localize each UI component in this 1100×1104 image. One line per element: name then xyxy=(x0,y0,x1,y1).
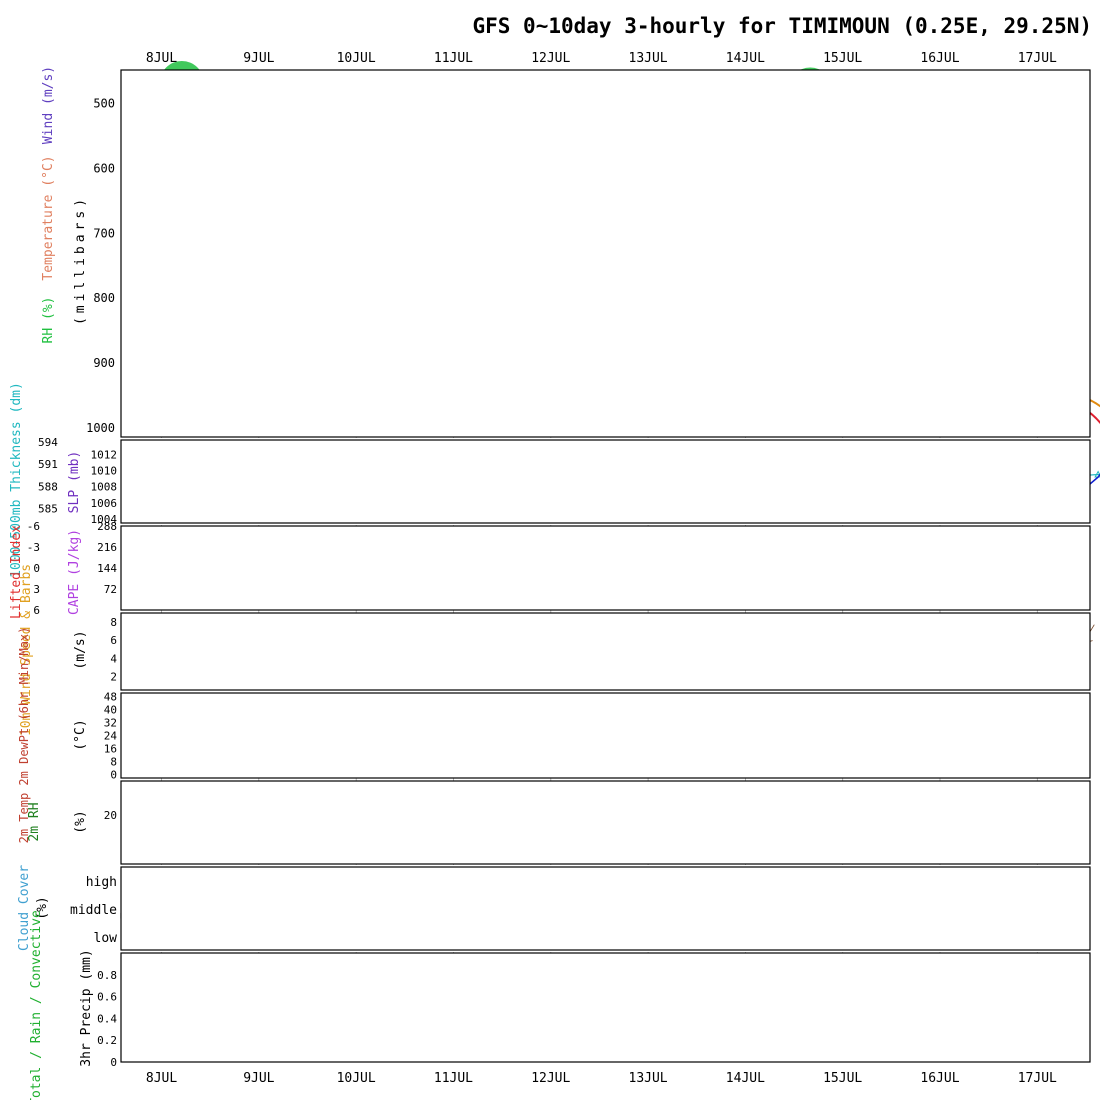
thickness-ytick: 585 xyxy=(38,502,58,515)
thickness-ytick: 588 xyxy=(38,480,58,493)
day-label-top: 17JUL xyxy=(1018,51,1057,66)
precip-ylabel-units: 3hr Precip (mm) xyxy=(79,949,94,1066)
day-label-top: 10JUL xyxy=(337,51,376,66)
day-label-bottom: 15JUL xyxy=(823,1071,862,1086)
day-label-bottom: 13JUL xyxy=(629,1071,668,1086)
day-label-top: 9JUL xyxy=(243,51,274,66)
chart-title: GFS 0~10day 3-hourly for TIMIMOUN (0.25E… xyxy=(472,14,1092,38)
ua-ytick: 500 xyxy=(93,96,115,110)
ua-ytick: 700 xyxy=(93,226,115,240)
panel-cloud-background xyxy=(121,867,1090,950)
cape-ytick: 144 xyxy=(97,562,117,575)
rh-ylabel-units: (%) xyxy=(73,810,88,833)
temp-ytick: 8 xyxy=(110,756,117,769)
temp-ylabel-units: (°C) xyxy=(73,719,88,750)
cape-ytick: 288 xyxy=(97,520,117,533)
precip-ytick: 0.2 xyxy=(97,1034,117,1047)
li-ytick: -3 xyxy=(27,541,40,554)
day-label-bottom: 17JUL xyxy=(1018,1071,1057,1086)
temp-ytick: 40 xyxy=(104,703,117,716)
day-label-bottom: 8JUL xyxy=(146,1071,177,1086)
slp-ytick: 1010 xyxy=(91,465,118,478)
temp-ytick: 32 xyxy=(104,716,117,729)
cape-ytick: 216 xyxy=(97,541,117,554)
li-ytick: 3 xyxy=(33,583,40,596)
day-label-top: 15JUL xyxy=(823,51,862,66)
day-label-top: 11JUL xyxy=(434,51,473,66)
temp-ytick: 16 xyxy=(104,743,117,756)
thickness-ytick: 591 xyxy=(38,458,58,471)
panel-precip-background xyxy=(121,953,1090,1062)
day-label-top: 8JUL xyxy=(146,51,177,66)
temp-ytick: 48 xyxy=(104,690,117,703)
precip-ylabel: Total / Rain / Convective xyxy=(29,910,44,1100)
slp-ylabel: SLP (mb) xyxy=(67,451,82,514)
wind-ytick: 2 xyxy=(110,670,117,683)
cloud-ytick: high xyxy=(86,875,117,890)
ua-side-label: Temperature (°C) xyxy=(41,155,56,280)
day-label-top: 12JUL xyxy=(531,51,570,66)
panel-rh-background xyxy=(121,781,1090,864)
day-label-top: 16JUL xyxy=(920,51,959,66)
wind-ytick: 8 xyxy=(110,616,117,629)
panel-wind-background xyxy=(121,613,1090,690)
panel-temp-background xyxy=(121,693,1090,778)
day-label-bottom: 12JUL xyxy=(531,1071,570,1086)
rh-ytick: 20 xyxy=(104,809,117,822)
ua-side-label: Wind (m/s) xyxy=(41,66,56,144)
precip-ytick: 0.4 xyxy=(97,1012,117,1025)
panel-frames xyxy=(121,70,1090,1062)
rh-ylabel: 2m RH xyxy=(27,802,42,841)
precip-ytick: 0 xyxy=(110,1056,117,1069)
precip-ytick: 0.8 xyxy=(97,969,117,982)
day-label-bottom: 14JUL xyxy=(726,1071,765,1086)
cloud-ytick: low xyxy=(94,931,118,946)
wind-ytick: 4 xyxy=(110,652,117,665)
li-ytick: 6 xyxy=(33,604,40,617)
day-label-top: 13JUL xyxy=(629,51,668,66)
slp-ytick: 1008 xyxy=(91,481,118,494)
day-label-bottom: 10JUL xyxy=(337,1071,376,1086)
panel-ua-background xyxy=(121,70,1090,437)
slp-ytick: 1012 xyxy=(91,449,118,462)
ua-ytick: 600 xyxy=(93,161,115,175)
ua-side-label: RH (%) xyxy=(41,297,56,344)
ua-ylabel: (millibars) xyxy=(73,195,88,325)
temp-ytick: 24 xyxy=(104,730,118,743)
wind-ytick: 6 xyxy=(110,634,117,647)
day-label-bottom: 16JUL xyxy=(920,1071,959,1086)
day-label-bottom: 9JUL xyxy=(243,1071,274,1086)
day-label-top: 14JUL xyxy=(726,51,765,66)
temp-ytick: 0 xyxy=(110,769,117,782)
wind-ylabel-units: (m/s) xyxy=(73,630,88,669)
ua-ytick: 900 xyxy=(93,356,115,370)
thickness-ytick: 594 xyxy=(38,436,58,449)
li-ytick: 0 xyxy=(33,562,40,575)
ua-ytick: 1000 xyxy=(86,421,115,435)
cloud-ytick: middle xyxy=(70,903,117,918)
slp-ytick: 1006 xyxy=(91,497,118,510)
panel-slp-background xyxy=(121,440,1090,523)
li-ytick: -6 xyxy=(27,520,40,533)
precip-ytick: 0.6 xyxy=(97,991,117,1004)
cape-ytick: 72 xyxy=(104,583,117,596)
ua-ytick: 800 xyxy=(93,291,115,305)
cape-ylabel: CAPE (J/kg) xyxy=(67,529,82,615)
panel-cape-background xyxy=(121,526,1090,610)
day-label-bottom: 11JUL xyxy=(434,1071,473,1086)
